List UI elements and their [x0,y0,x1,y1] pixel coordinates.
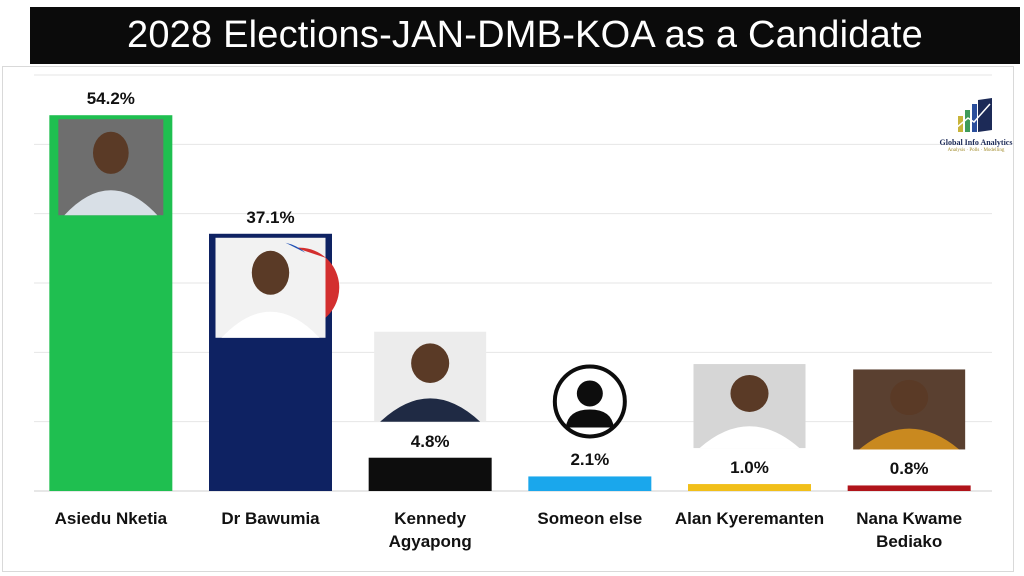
bar-2 [368,457,492,491]
bar-4 [688,484,811,491]
category-label: Nana Kwame Bediako [856,509,963,551]
value-label: 2.1% [570,450,610,470]
value-label: 37.1% [246,207,295,227]
person-silhouette-icon [552,364,627,439]
chart-frame [2,66,1014,572]
nana-kwame-bediako-photo [853,369,966,450]
alan-kyeremanten-photo [693,364,806,449]
global-info-analytics-logo: Global Info Analytics Analysis · Polls ·… [934,96,1018,158]
logo-name: Global Info Analytics [939,138,1013,147]
bar-growth-logo-icon [955,98,992,132]
value-label: 54.2% [86,89,135,109]
value-label: 4.8% [410,431,450,451]
category-label: Asiedu Nketia [54,509,168,528]
bar-5 [847,485,971,491]
logo-tagline: Analysis · Polls · Modelling [947,148,1005,153]
bawumia-photo [215,237,340,338]
bar-3 [528,476,652,491]
category-label: Dr Bawumia [221,509,320,528]
value-label: 0.8% [889,459,929,479]
value-label: 1.0% [730,458,769,478]
kennedy-agyapong-photo [374,331,487,422]
asiedu-nketia-photo [58,119,164,216]
category-label: Alan Kyeremanten [674,509,825,528]
chart-title: 2028 Elections-JAN-DMB-KOA as a Candidat… [30,7,1020,64]
category-label: Kennedy Agyapong [388,509,472,551]
category-label: Someon else [537,509,643,528]
